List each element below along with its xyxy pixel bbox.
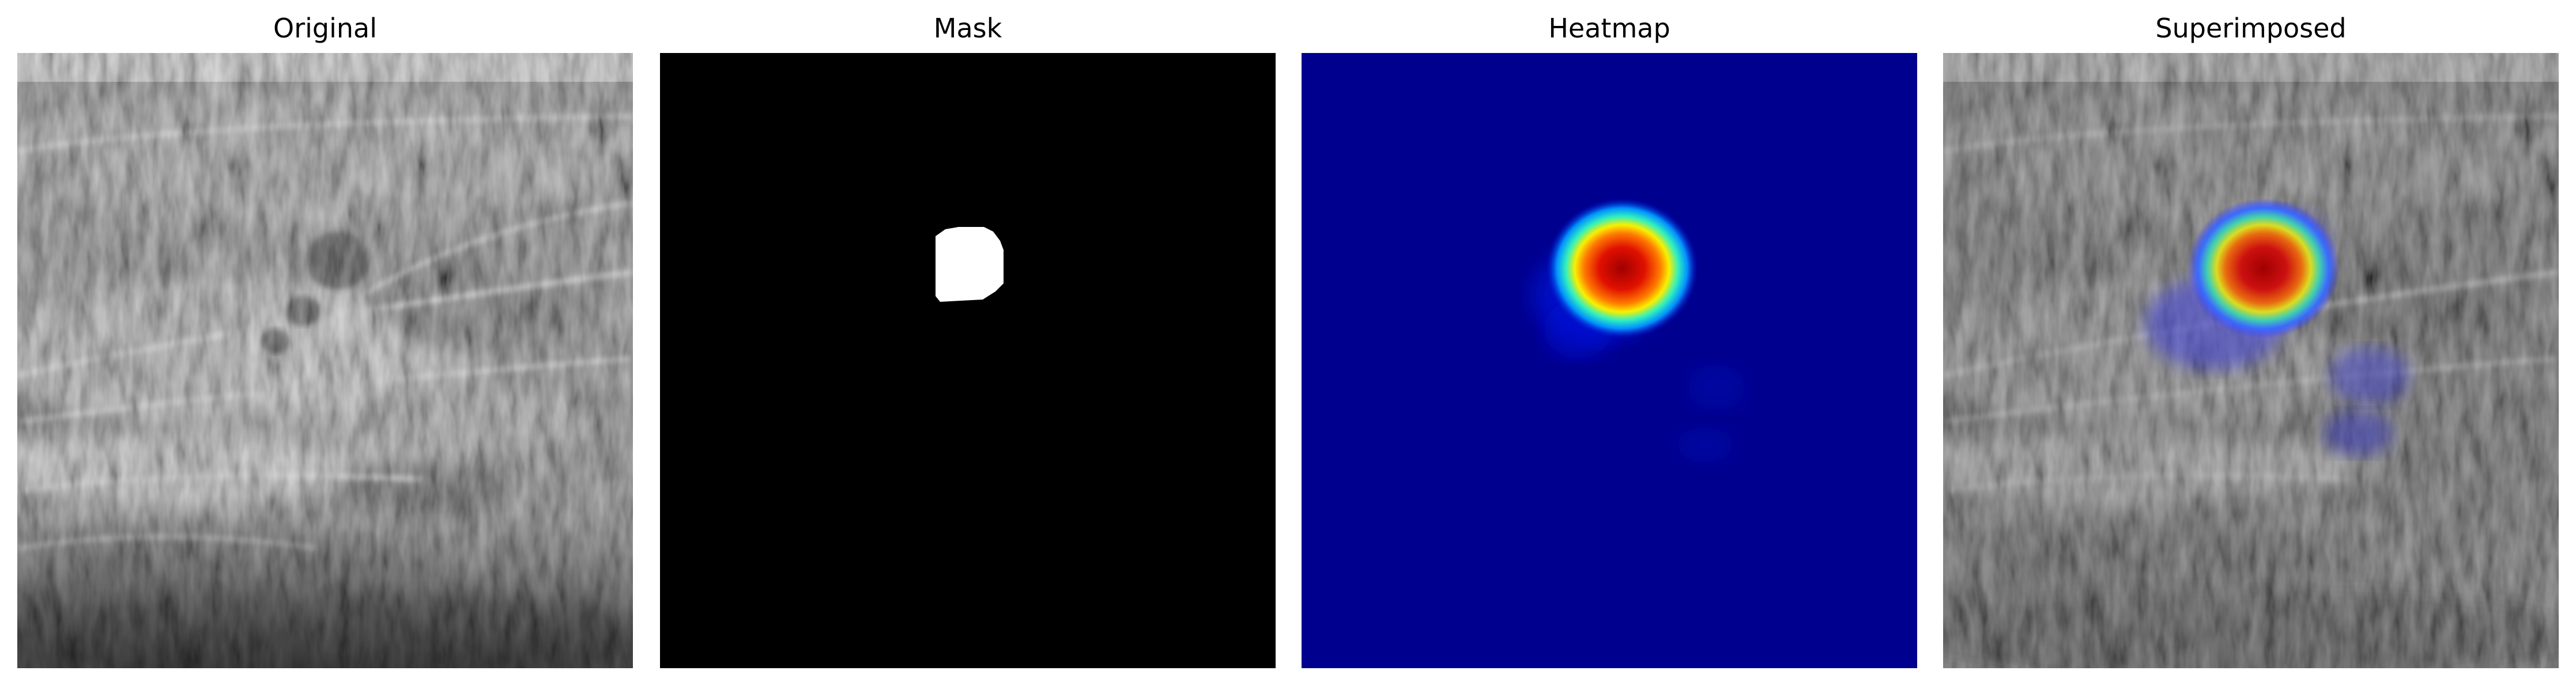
- panel-title-mask: Mask: [933, 13, 1002, 44]
- panel-title-original: Original: [273, 13, 377, 44]
- panel-title-superimposed: Superimposed: [2155, 13, 2347, 44]
- heatmap-image: [1302, 53, 1917, 668]
- superimposed-image: [1943, 53, 2559, 668]
- panel-title-heatmap: Heatmap: [1548, 13, 1670, 44]
- mask-image: [660, 53, 1276, 668]
- mask-region: [936, 227, 1004, 302]
- original-ultrasound-image: [17, 53, 633, 668]
